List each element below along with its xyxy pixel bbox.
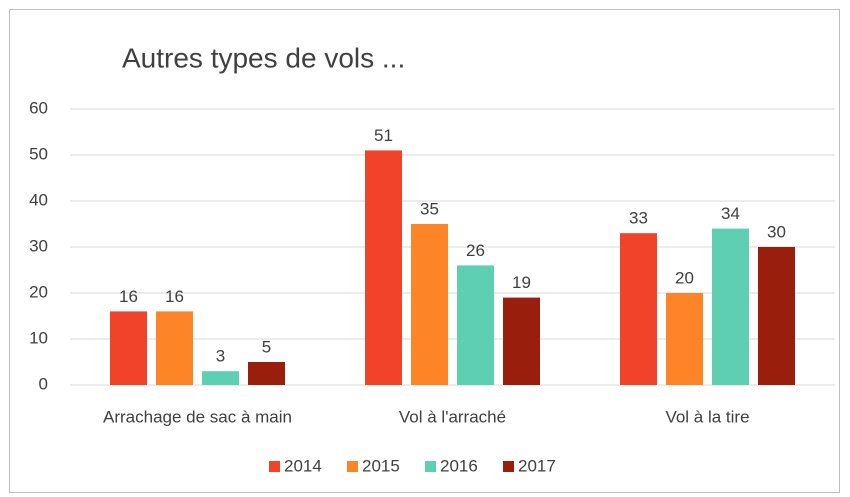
y-tick-label: 0: [39, 374, 48, 393]
y-tick-label: 10: [29, 328, 48, 347]
legend-swatch: [347, 461, 358, 472]
x-tick-label: Vol à l'arraché: [399, 407, 506, 426]
legend-swatch: [269, 461, 280, 472]
bar: [411, 224, 448, 385]
x-tick-label: Vol à la tire: [665, 407, 749, 426]
y-tick-label: 40: [29, 190, 48, 209]
bar: [110, 311, 147, 385]
bar: [503, 297, 540, 385]
data-label: 3: [216, 347, 225, 366]
data-label: 33: [629, 209, 648, 228]
bar: [156, 311, 193, 385]
y-tick-label: 60: [29, 98, 48, 117]
data-label: 34: [721, 204, 740, 223]
legend-label: 2017: [518, 456, 556, 475]
bar: [758, 247, 795, 385]
bar: [712, 228, 749, 385]
bar: [248, 362, 285, 385]
x-tick-label: Arrachage de sac à main: [103, 407, 292, 426]
data-label: 16: [119, 287, 138, 306]
bar: [457, 265, 494, 385]
legend-swatch: [503, 461, 514, 472]
y-tick-label: 50: [29, 144, 48, 163]
legend-label: 2016: [440, 456, 478, 475]
legend-label: 2015: [362, 456, 400, 475]
data-label: 51: [374, 126, 393, 145]
data-label: 20: [675, 268, 694, 287]
data-label: 16: [165, 287, 184, 306]
data-label: 35: [420, 199, 439, 218]
legend-swatch: [425, 461, 436, 472]
y-tick-label: 20: [29, 282, 48, 301]
bar: [202, 371, 239, 385]
bar: [620, 233, 657, 385]
bar: [666, 293, 703, 385]
data-label: 19: [512, 273, 531, 292]
data-label: 26: [466, 241, 485, 260]
data-label: 5: [262, 337, 271, 356]
bar: [365, 150, 402, 385]
chart-title: Autres types de vols ...: [122, 42, 405, 73]
legend-label: 2014: [284, 456, 322, 475]
data-label: 30: [767, 222, 786, 241]
y-tick-label: 30: [29, 236, 48, 255]
